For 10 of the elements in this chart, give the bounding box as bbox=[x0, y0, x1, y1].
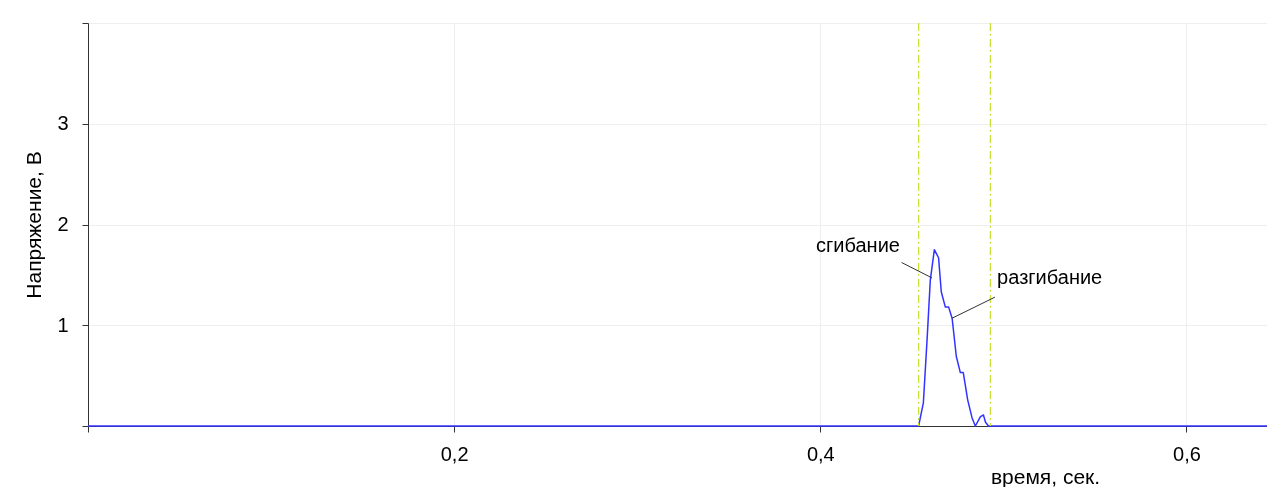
y-tick-label: 2 bbox=[57, 213, 69, 235]
x-axis-title: время, сек. bbox=[990, 464, 1101, 487]
x-tick-label: 0,6 bbox=[1173, 442, 1201, 465]
annotation: сгибание bbox=[816, 233, 900, 256]
x-tick-label: 0,2 bbox=[440, 442, 469, 465]
y-axis-title: Напряжение, В bbox=[22, 151, 46, 299]
annotation: разгибание bbox=[997, 266, 1103, 289]
x-tick-label: 0,4 bbox=[806, 442, 835, 465]
y-tick-label: 1 bbox=[57, 313, 69, 336]
y-tick-label: 3 bbox=[57, 112, 69, 135]
